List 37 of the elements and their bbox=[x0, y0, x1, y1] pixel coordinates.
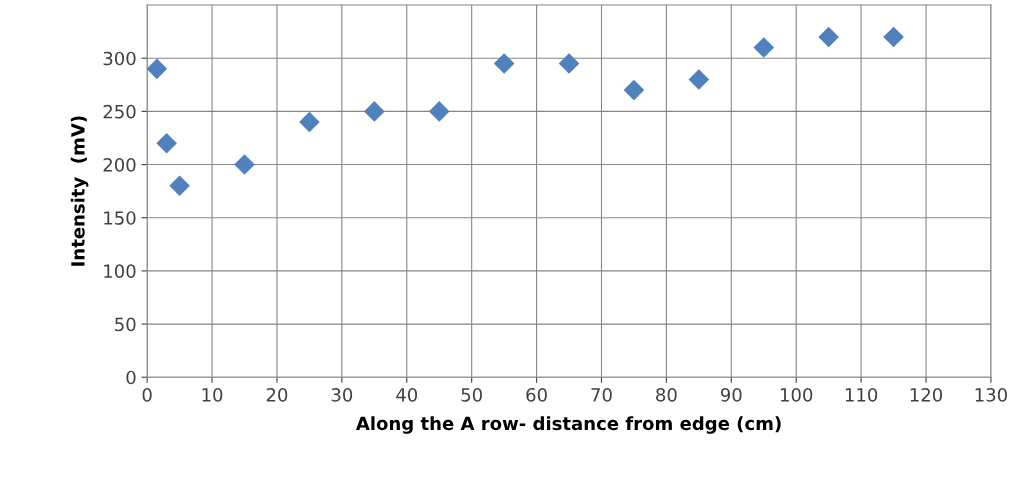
point bbox=[818, 26, 839, 48]
x-axis-title: Along the A row- distance from edge (cm) bbox=[355, 416, 781, 434]
x-tick-label: 90 bbox=[720, 387, 742, 402]
x-tick-label: 110 bbox=[845, 387, 878, 402]
point bbox=[623, 79, 645, 101]
x-tick-label: 60 bbox=[526, 387, 547, 402]
x-tick-label: 20 bbox=[266, 387, 288, 402]
y-tick-label: 200 bbox=[103, 158, 136, 172]
point bbox=[883, 26, 904, 48]
x-tick-label: 10 bbox=[202, 387, 223, 402]
point bbox=[688, 69, 710, 90]
point bbox=[169, 175, 190, 197]
y-tick-label: 150 bbox=[104, 211, 136, 225]
x-tick-label: 50 bbox=[461, 387, 482, 402]
point bbox=[428, 101, 450, 122]
x-tick-label: 30 bbox=[331, 387, 353, 402]
y-tick-label: 300 bbox=[103, 51, 136, 66]
x-tick-label: 40 bbox=[396, 387, 418, 402]
x-tick-label: 120 bbox=[910, 387, 943, 402]
point bbox=[558, 53, 580, 74]
x-tick-label: 0 bbox=[142, 387, 152, 402]
y-tick-label: 100 bbox=[104, 264, 136, 279]
point bbox=[364, 101, 385, 122]
x-tick-label: 70 bbox=[591, 387, 612, 402]
point bbox=[147, 58, 168, 80]
point bbox=[234, 154, 255, 175]
point bbox=[753, 37, 775, 58]
point bbox=[493, 53, 515, 74]
point bbox=[299, 111, 320, 133]
x-tick-label: 100 bbox=[780, 387, 813, 402]
y-tick-label: 250 bbox=[103, 104, 136, 119]
y-axis-title: Intensity (mV) bbox=[70, 116, 89, 266]
y-tick-label: 0 bbox=[126, 370, 136, 385]
y-tick-label: 50 bbox=[115, 317, 136, 332]
x-tick-label: 130 bbox=[975, 387, 1007, 402]
x-tick-label: 80 bbox=[656, 387, 677, 402]
point bbox=[156, 132, 177, 154]
